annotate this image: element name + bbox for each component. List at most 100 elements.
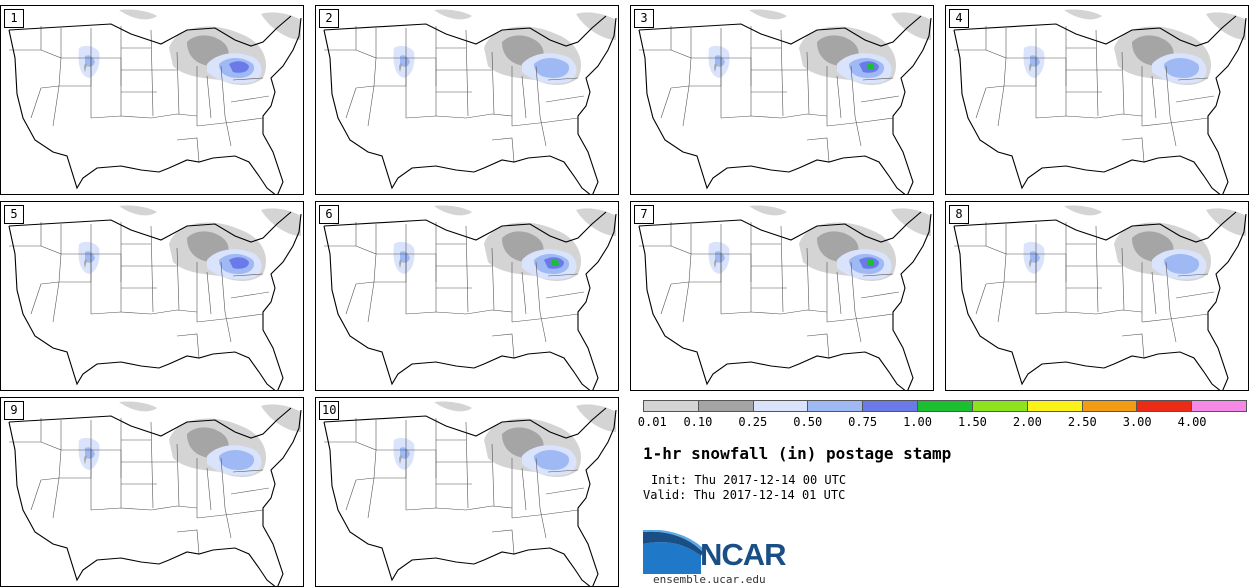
snow-contour	[867, 260, 874, 266]
state-border	[355, 441, 377, 481]
snowfall-map	[323, 205, 617, 390]
state-border	[1095, 29, 1099, 117]
state-border	[52, 281, 60, 323]
state-border	[405, 507, 467, 511]
snowfall-map	[638, 9, 932, 194]
state-border	[232, 469, 264, 473]
panel-number: 1	[4, 9, 24, 28]
snow-contour	[714, 63, 717, 72]
map-panel-6: 6	[315, 201, 619, 391]
national-border	[953, 211, 1237, 243]
snow-contour	[229, 257, 249, 269]
map-panel-7: 7	[630, 201, 934, 391]
snow-contour	[1064, 205, 1102, 216]
state-border	[547, 273, 579, 277]
snow-contour	[867, 64, 874, 70]
state-border	[806, 51, 810, 115]
state-border	[539, 507, 547, 539]
state-border	[511, 313, 579, 323]
national-border	[638, 15, 922, 47]
coastline	[638, 213, 932, 390]
state-border	[367, 85, 375, 127]
snow-contour	[84, 455, 87, 464]
state-border	[224, 311, 232, 343]
state-border	[539, 115, 547, 147]
colorbar-swatch	[863, 401, 919, 411]
state-border	[196, 509, 264, 519]
state-border	[40, 245, 62, 285]
map-panel-8: 8	[945, 201, 1249, 391]
state-border	[465, 505, 513, 511]
state-border	[682, 281, 690, 323]
colorbar-swatch	[1137, 401, 1193, 411]
valid-time: Valid: Thu 2017-12-14 01 UTC	[643, 488, 846, 502]
state-border	[780, 29, 784, 117]
state-border	[176, 529, 200, 555]
state-border	[1141, 313, 1209, 323]
snow-contour	[714, 259, 717, 268]
colorbar-tick-label: 1.50	[958, 415, 987, 429]
state-border	[836, 271, 842, 315]
state-border	[850, 261, 856, 313]
state-border	[196, 313, 264, 323]
state-border	[150, 225, 154, 313]
state-border	[30, 479, 42, 511]
state-border	[850, 65, 856, 117]
snow-contour	[1029, 259, 1032, 268]
state-border	[150, 113, 198, 119]
coastline	[953, 213, 1247, 390]
state-border	[1121, 333, 1145, 359]
colorbar-swatch	[972, 401, 1028, 411]
state-border	[545, 291, 585, 299]
snow-contour	[534, 450, 570, 470]
coastline	[953, 17, 1247, 194]
logo-text: NCAR	[700, 537, 787, 572]
state-border	[854, 115, 862, 147]
snowfall-map	[638, 205, 932, 390]
snowfall-map	[953, 9, 1247, 194]
state-border	[539, 311, 547, 343]
map-panel-2: 2	[315, 5, 619, 195]
colorbar-tick-label: 2.00	[1012, 415, 1042, 429]
state-border	[30, 87, 42, 119]
snow-contour	[434, 401, 472, 412]
state-border	[196, 117, 264, 127]
national-border	[323, 15, 607, 47]
map-panel-1: 1	[0, 5, 304, 195]
state-border	[220, 65, 226, 117]
state-border	[52, 85, 60, 127]
state-border	[40, 441, 62, 481]
state-border	[206, 271, 212, 315]
state-border	[1165, 261, 1171, 313]
state-border	[90, 115, 152, 119]
state-border	[465, 29, 469, 117]
panel-number: 8	[949, 205, 969, 224]
snow-contour	[534, 58, 570, 78]
state-border	[997, 85, 1005, 127]
state-border	[862, 77, 894, 81]
state-border	[30, 283, 42, 315]
state-border	[206, 467, 212, 511]
state-border	[1121, 51, 1125, 115]
national-border	[8, 15, 292, 47]
snow-contour	[399, 63, 402, 72]
state-border	[836, 75, 842, 119]
state-border	[780, 225, 784, 313]
snow-contour	[576, 208, 616, 236]
snow-contour	[1164, 254, 1200, 274]
coastline	[323, 409, 617, 586]
colorbar-swatch	[918, 401, 973, 411]
state-border	[1095, 225, 1099, 313]
state-border	[491, 529, 515, 555]
state-border	[720, 311, 782, 315]
state-border	[1141, 117, 1209, 127]
state-border	[547, 469, 579, 473]
colorbar-swatch	[1192, 401, 1246, 411]
state-border	[545, 487, 585, 495]
state-border	[806, 137, 830, 163]
state-border	[826, 313, 894, 323]
snow-contour	[1164, 58, 1200, 78]
state-border	[1175, 95, 1215, 103]
state-border	[670, 49, 692, 89]
state-border	[521, 271, 527, 315]
